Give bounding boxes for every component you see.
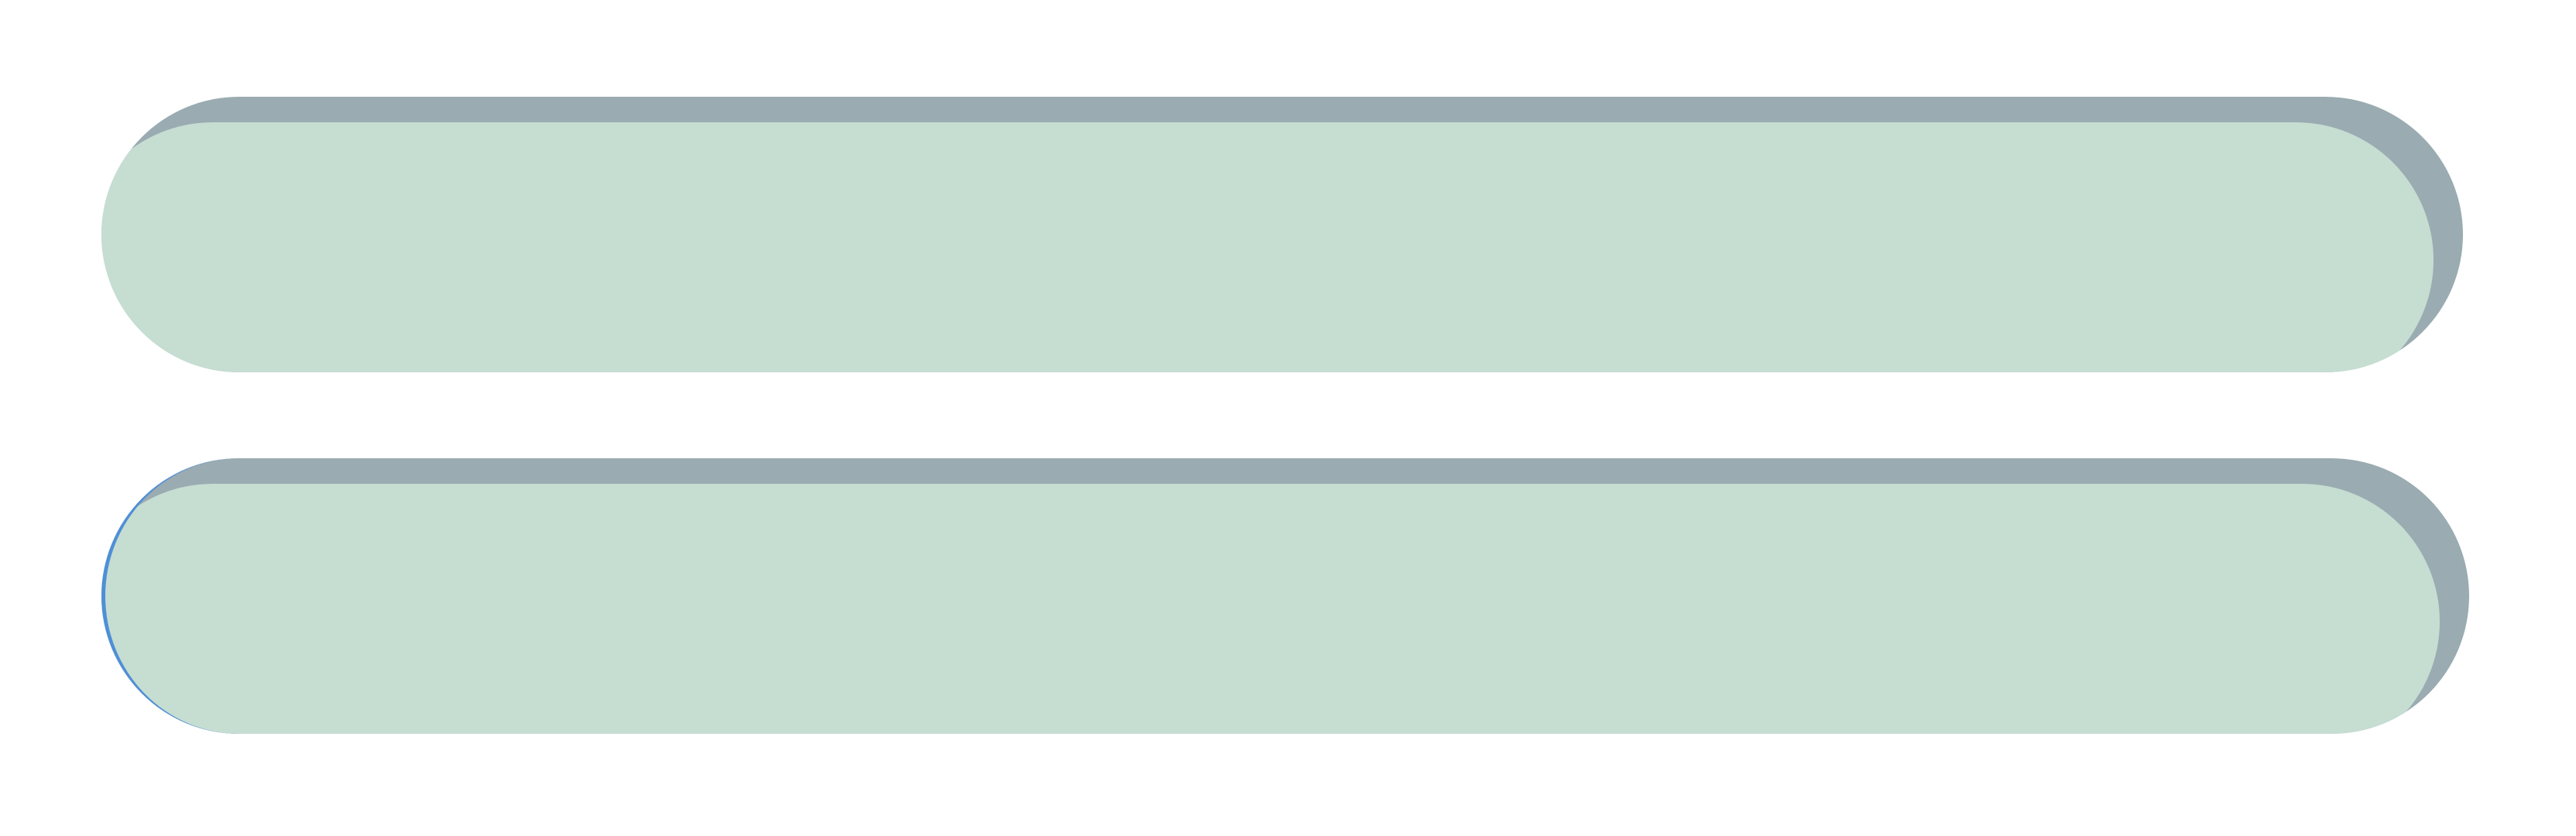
- pill-face: [101, 122, 2434, 372]
- pill-button-normal[interactable]: [101, 97, 2463, 372]
- pill-button-focused[interactable]: [101, 458, 2469, 734]
- pill-face: [101, 484, 2440, 734]
